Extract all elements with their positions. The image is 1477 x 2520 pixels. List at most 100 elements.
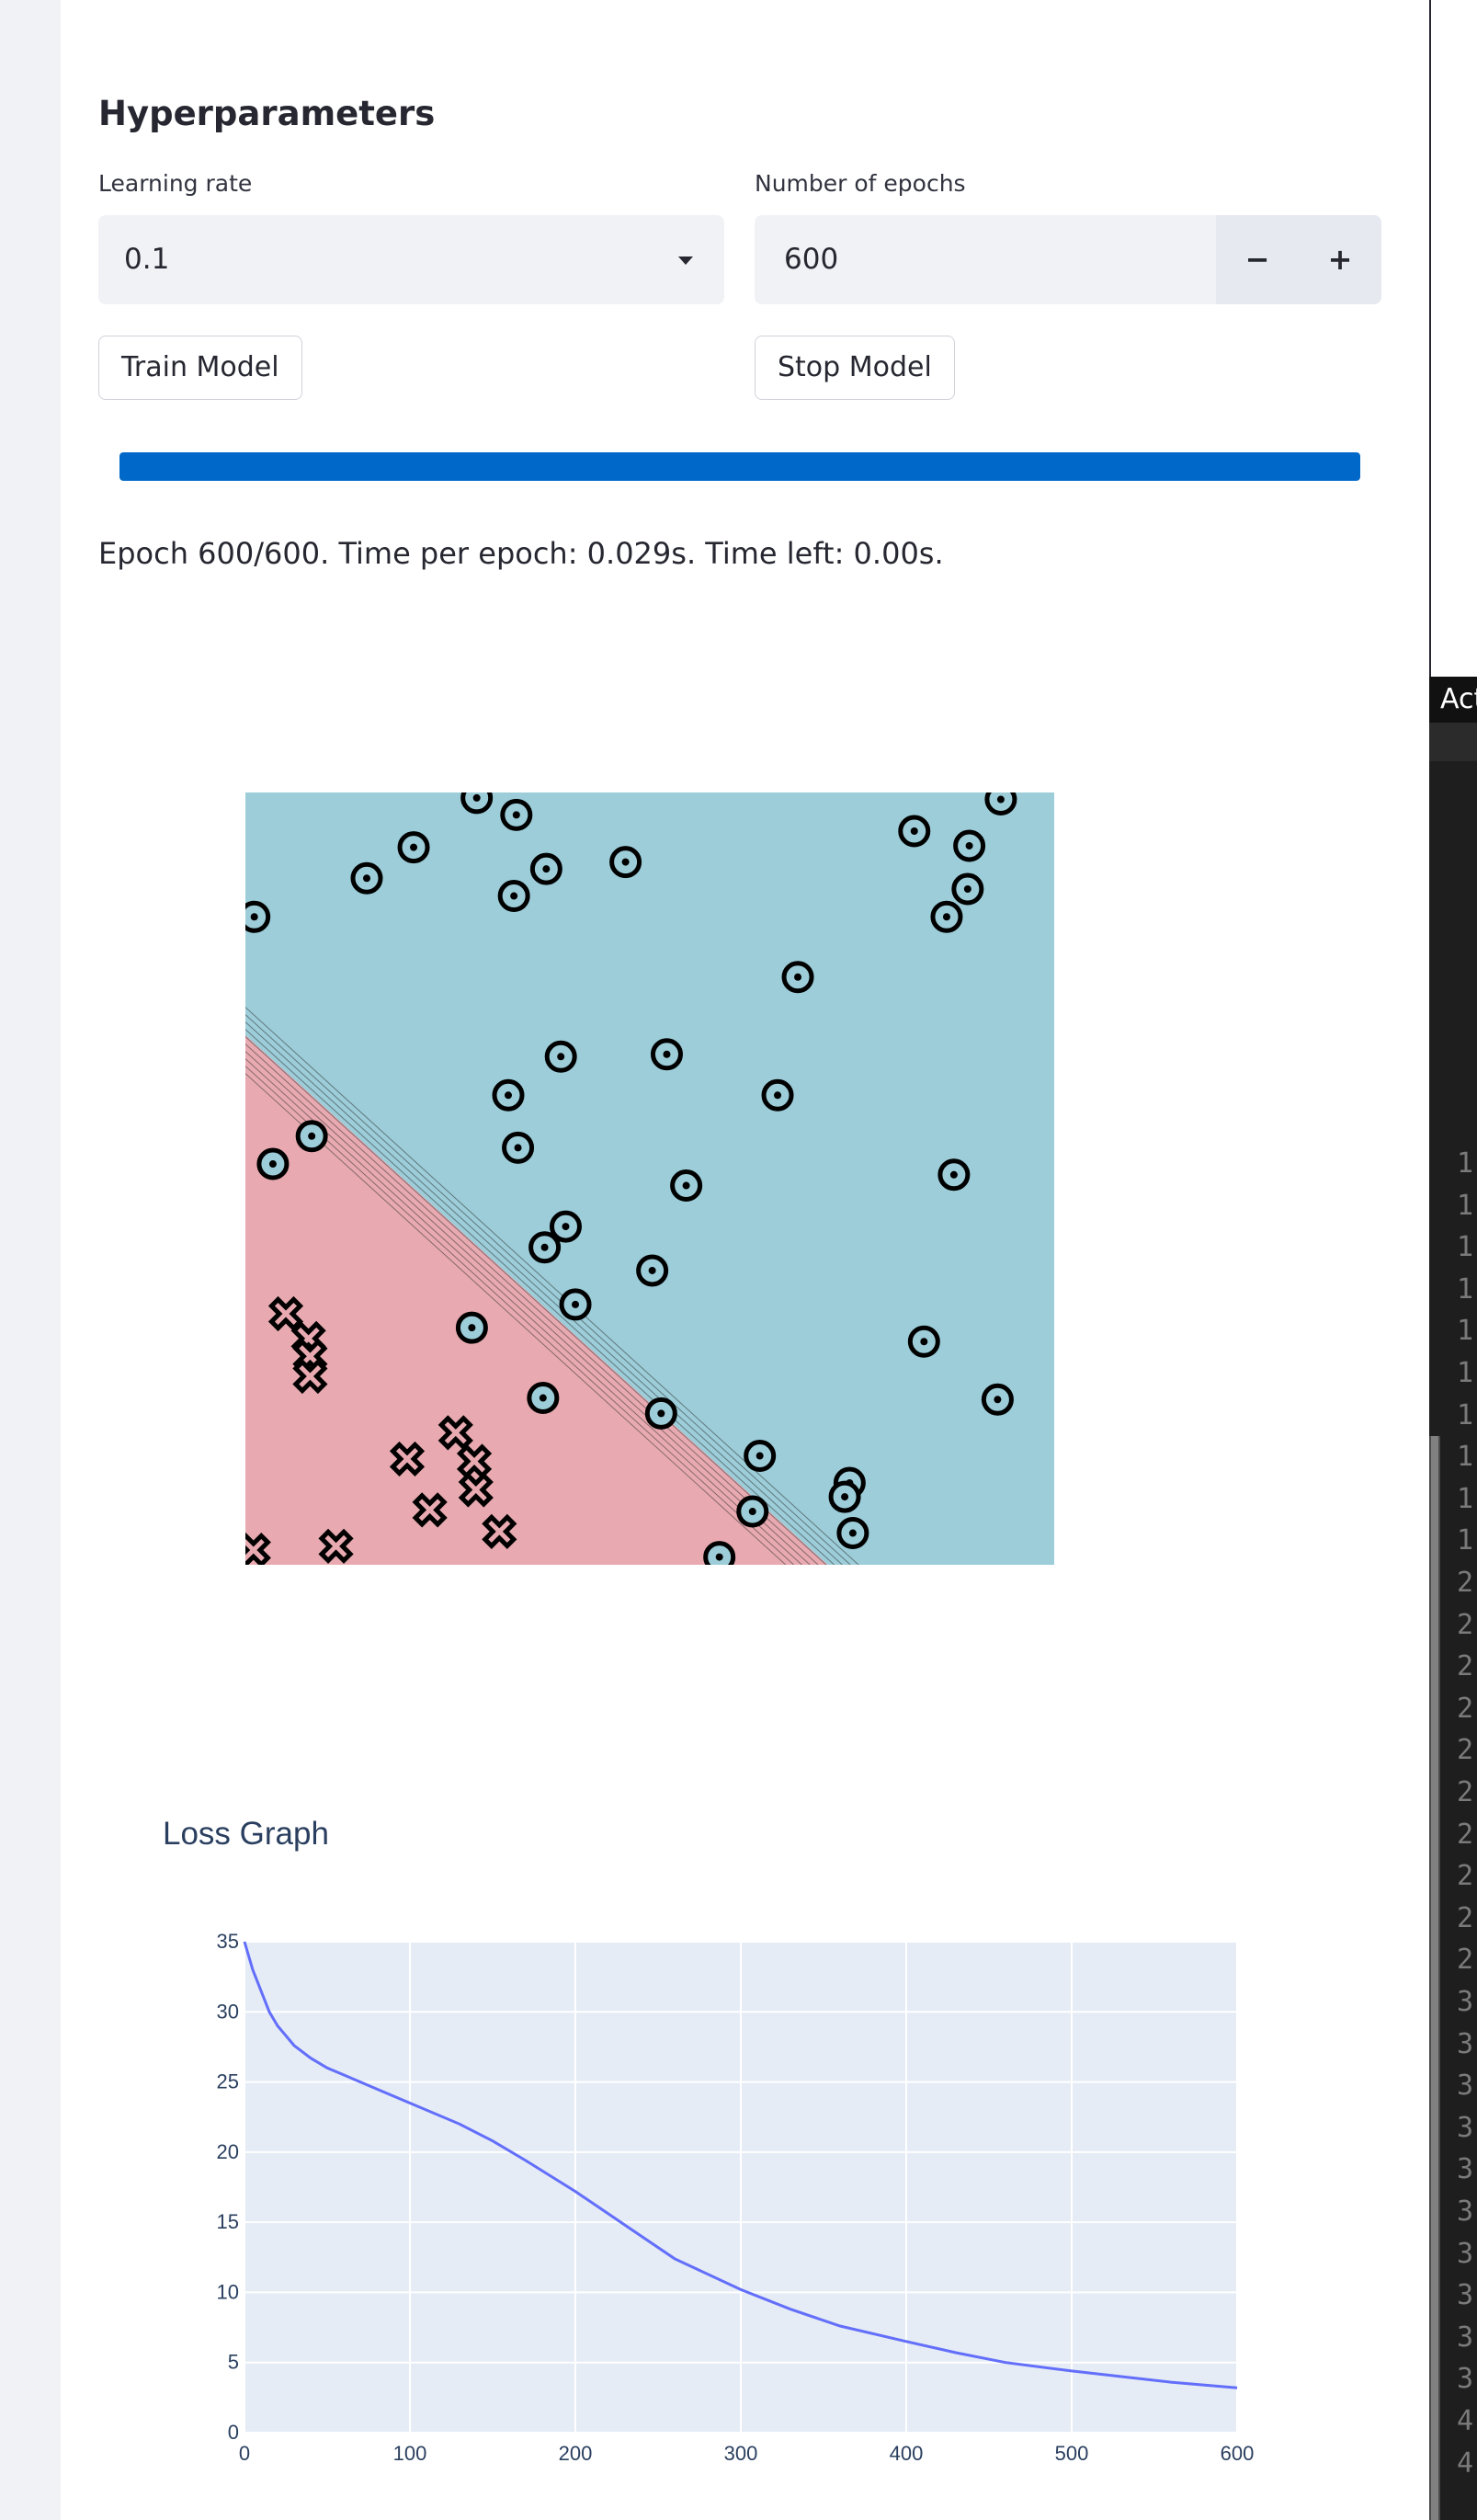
progress-fill: [119, 452, 1360, 481]
line-number: 4: [1457, 2405, 1474, 2437]
chevron-down-icon[interactable]: [678, 257, 693, 265]
contour-line: [245, 1021, 843, 1565]
x-tick-label: 100: [393, 2442, 427, 2465]
line-number: 3: [1457, 2070, 1474, 2103]
line-number: 3: [1457, 2279, 1474, 2312]
class-b-point: [267, 1295, 304, 1332]
class-a-point: [397, 831, 430, 864]
x-tick-label: 500: [1055, 2442, 1089, 2465]
contour-line: [245, 1058, 802, 1565]
line-number: 1: [1457, 1482, 1474, 1515]
class-a-point: [930, 900, 963, 933]
class-b-point: [292, 1358, 328, 1395]
loss-series-line: [243, 1941, 1238, 2389]
class-a-point: [981, 1383, 1014, 1416]
contour-line: [245, 1051, 811, 1565]
class-a-point: [609, 846, 642, 879]
x-tick-label: 600: [1221, 2442, 1255, 2465]
editor-tab[interactable]: Act: [1429, 677, 1477, 723]
increment-button[interactable]: +: [1299, 215, 1381, 304]
line-number: 1: [1457, 1398, 1474, 1431]
contour-line: [245, 1014, 851, 1565]
training-status: Epoch 600/600. Time per epoch: 0.029s. T…: [98, 536, 944, 571]
epochs-label: Number of epochs: [755, 170, 966, 197]
class-a-point: [828, 1480, 861, 1513]
x-tick-label: 400: [890, 2442, 924, 2465]
x-tick-label: 300: [724, 2442, 758, 2465]
class-a-point: [836, 1517, 869, 1550]
learning-rate-label: Learning rate: [98, 170, 253, 197]
code-editor-panel: Act 1 1 1 1 1 1 1 1 1 1 2 2 2 2 2 2 2 2 2 2 3 3 3 3 3 3 3 3 3 3 4 4: [1429, 677, 1477, 2520]
line-number: 1: [1457, 1231, 1474, 1264]
class-a-point: [460, 792, 494, 815]
line-number: 2: [1457, 1692, 1474, 1725]
editor-scrollbar-thumb[interactable]: [1431, 1436, 1438, 2520]
class-b-point: [412, 1492, 448, 1528]
y-tick-label: 10: [217, 2280, 239, 2303]
class-b-point: [437, 1415, 473, 1451]
line-number: 3: [1457, 1986, 1474, 2018]
line-number: 1: [1457, 1357, 1474, 1389]
line-number: 3: [1457, 2111, 1474, 2144]
class-a-point: [529, 852, 562, 885]
class-a-point: [528, 1231, 562, 1264]
line-number: 1: [1457, 1189, 1474, 1222]
class-a-point: [937, 1158, 971, 1192]
line-number: 1: [1457, 1272, 1474, 1306]
decrement-button[interactable]: −: [1216, 215, 1299, 304]
line-number: 2: [1457, 1608, 1474, 1641]
line-number: 2: [1457, 1818, 1474, 1851]
class-a-point: [256, 1147, 290, 1180]
line-number: 2: [1457, 1734, 1474, 1767]
line-number: 2: [1457, 1944, 1474, 1977]
class-a-point: [736, 1495, 769, 1528]
class-a-point: [500, 798, 533, 831]
y-tick-label: 30: [217, 2000, 239, 2023]
class-a-point: [670, 1169, 703, 1203]
training-progress-bar: [119, 452, 1360, 481]
class-a-point: [544, 1040, 577, 1073]
class-a-point: [527, 1382, 560, 1415]
line-number: 2: [1457, 1901, 1474, 1934]
train-model-button[interactable]: Train Model: [98, 336, 302, 400]
class-a-point: [898, 815, 931, 848]
line-number: 1: [1457, 1147, 1474, 1180]
contour-line: [245, 1007, 859, 1565]
class-a-point: [703, 1541, 736, 1565]
class-a-point: [907, 1325, 940, 1358]
line-number: 2: [1457, 1860, 1474, 1893]
class-b-point: [318, 1528, 354, 1564]
hyperparameters-title: Hyperparameters: [98, 94, 436, 133]
class-a-point: [644, 1397, 677, 1430]
learning-rate-select[interactable]: 0.1: [98, 215, 724, 304]
class-a-point: [502, 1131, 535, 1164]
line-number: 2: [1457, 1650, 1474, 1683]
y-tick-label: 25: [217, 2070, 239, 2093]
class-a-point: [497, 880, 530, 913]
class-a-point: [350, 861, 383, 895]
epochs-value[interactable]: 600: [784, 243, 839, 276]
line-number: 4: [1457, 2446, 1474, 2480]
line-number: 1: [1457, 1441, 1474, 1474]
stop-model-button[interactable]: Stop Model: [755, 336, 955, 400]
y-tick-label: 20: [217, 2140, 239, 2163]
class-a-point: [455, 1311, 488, 1344]
class-a-point: [559, 1288, 592, 1321]
line-number: 1: [1457, 1524, 1474, 1557]
line-number: 3: [1457, 2320, 1474, 2354]
loss-graph-chart[interactable]: 0 100 200 300 400 500 600 0 5 10 15 20 25 30 35: [184, 1921, 1268, 2473]
loss-graph-title: Loss Graph: [163, 1816, 329, 1852]
panel-divider: [1429, 0, 1431, 677]
page-gutter: [0, 0, 61, 2520]
learning-rate-value: 0.1: [124, 243, 170, 276]
decision-boundary-plot: [245, 792, 1054, 1565]
class-a-point: [549, 1210, 582, 1243]
region-class-b: [245, 1035, 828, 1565]
line-number: 3: [1457, 2027, 1474, 2060]
class-b-point: [245, 1532, 271, 1565]
class-a-point: [744, 1440, 777, 1473]
epochs-number-input[interactable]: 600 − +: [755, 215, 1381, 304]
y-tick-label: 35: [217, 1930, 239, 1953]
contour-line: [245, 1029, 835, 1565]
editor-tab-bar: [1429, 723, 1477, 761]
